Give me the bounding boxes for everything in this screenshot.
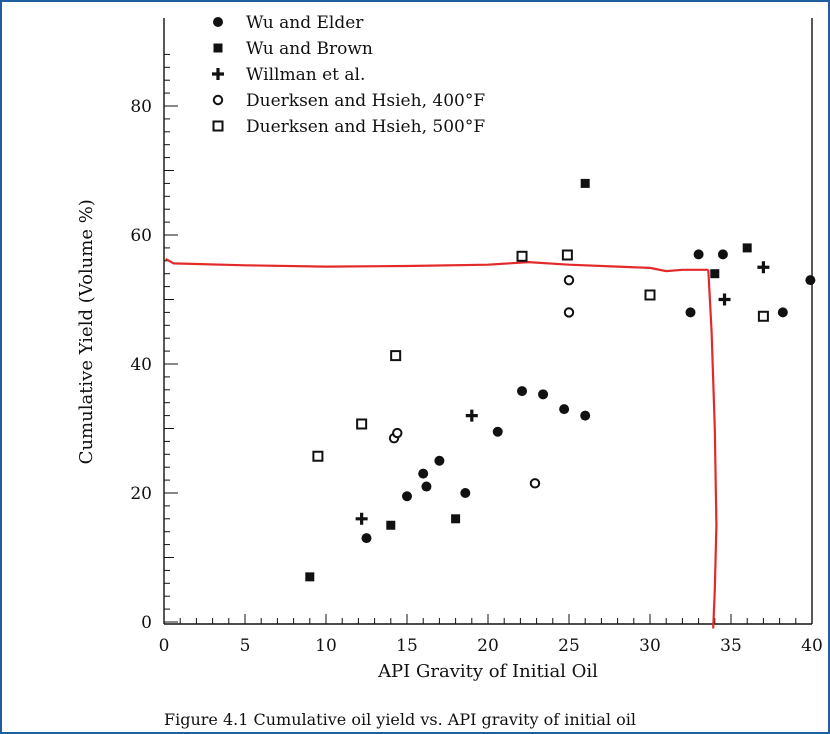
data-point-series-4 <box>356 418 368 430</box>
x-tick-label: 0 <box>159 636 170 656</box>
x-tick-label: 20 <box>477 636 499 656</box>
red-annotation-lines <box>165 257 718 629</box>
legend-entry: Duerksen and Hsieh, 500°F <box>246 117 485 137</box>
data-point-series-0 <box>717 249 728 260</box>
data-points <box>305 178 816 582</box>
chart-tick-labels: 0 5 10 15 20 25 30 35 40 0 20 40 60 80 <box>130 97 822 656</box>
chart-ticks <box>163 53 813 624</box>
data-point-series-0 <box>538 389 549 400</box>
data-point-series-0 <box>418 468 429 479</box>
data-point-series-4 <box>561 249 573 261</box>
y-tick-label: 20 <box>130 484 152 504</box>
data-point-series-0 <box>777 307 788 318</box>
x-axis-label: API Gravity of Initial Oil <box>377 661 598 682</box>
y-tick-label: 60 <box>130 226 152 246</box>
data-point-series-3 <box>563 274 575 286</box>
y-tick-label: 80 <box>130 97 152 117</box>
x-tick-label: 25 <box>558 636 580 656</box>
data-point-series-4 <box>390 350 402 362</box>
y-tick-label: 40 <box>130 355 152 375</box>
data-point-series-4 <box>757 310 769 322</box>
figure-caption: Figure 4.1 Cumulative oil yield vs. API … <box>164 710 636 729</box>
data-point-series-3 <box>529 478 541 489</box>
data-point-series-0 <box>580 410 591 421</box>
data-point-series-0 <box>693 249 704 260</box>
legend-marker <box>212 68 224 80</box>
data-point-series-1 <box>386 520 396 530</box>
legend-entry: Wu and Brown <box>246 39 373 59</box>
data-point-series-1 <box>710 269 720 279</box>
y-tick-label: 0 <box>141 613 152 633</box>
data-point-series-1 <box>451 514 461 524</box>
data-point-series-0 <box>421 481 432 492</box>
x-tick-label: 10 <box>315 636 337 656</box>
data-point-series-1 <box>742 243 752 253</box>
legend-marker <box>213 43 223 53</box>
red-horizontal-line <box>165 257 709 273</box>
data-point-series-2 <box>355 512 368 525</box>
legend-entry: Duerksen and Hsieh, 400°F <box>246 91 485 111</box>
data-point-series-2 <box>465 409 478 422</box>
data-point-series-0 <box>492 426 503 437</box>
y-axis-label: Cumulative Yield (Volume %) <box>76 199 97 464</box>
data-point-series-4 <box>312 450 324 462</box>
x-tick-label: 40 <box>801 636 823 656</box>
data-point-series-0 <box>434 455 445 466</box>
data-point-series-0 <box>517 386 528 397</box>
data-point-series-3 <box>563 307 575 318</box>
legend: Wu and Elder Wu and Brown Willman et al. Du… <box>212 13 485 137</box>
x-tick-label: 15 <box>396 636 418 656</box>
legend-entry: Wu and Elder <box>246 13 364 33</box>
x-tick-label: 35 <box>720 636 742 656</box>
data-point-series-4 <box>516 250 528 262</box>
data-point-series-1 <box>305 572 315 582</box>
data-point-series-0 <box>460 488 471 498</box>
data-point-series-2 <box>718 293 731 306</box>
legend-marker <box>213 17 223 27</box>
legend-entry: Willman et al. <box>246 65 365 85</box>
data-point-series-0 <box>559 404 570 415</box>
data-point-series-0 <box>402 491 412 502</box>
data-point-series-2 <box>757 261 770 274</box>
data-point-series-0 <box>805 275 816 286</box>
red-vertical-line <box>707 269 718 629</box>
data-point-series-1 <box>580 178 590 188</box>
data-point-series-3 <box>392 427 403 439</box>
data-point-series-0 <box>361 533 372 544</box>
x-tick-label: 5 <box>240 636 251 656</box>
data-point-series-0 <box>685 307 696 318</box>
legend-marker <box>212 120 224 132</box>
data-point-series-4 <box>644 289 656 301</box>
x-tick-label: 30 <box>639 636 661 656</box>
legend-marker <box>212 94 224 106</box>
